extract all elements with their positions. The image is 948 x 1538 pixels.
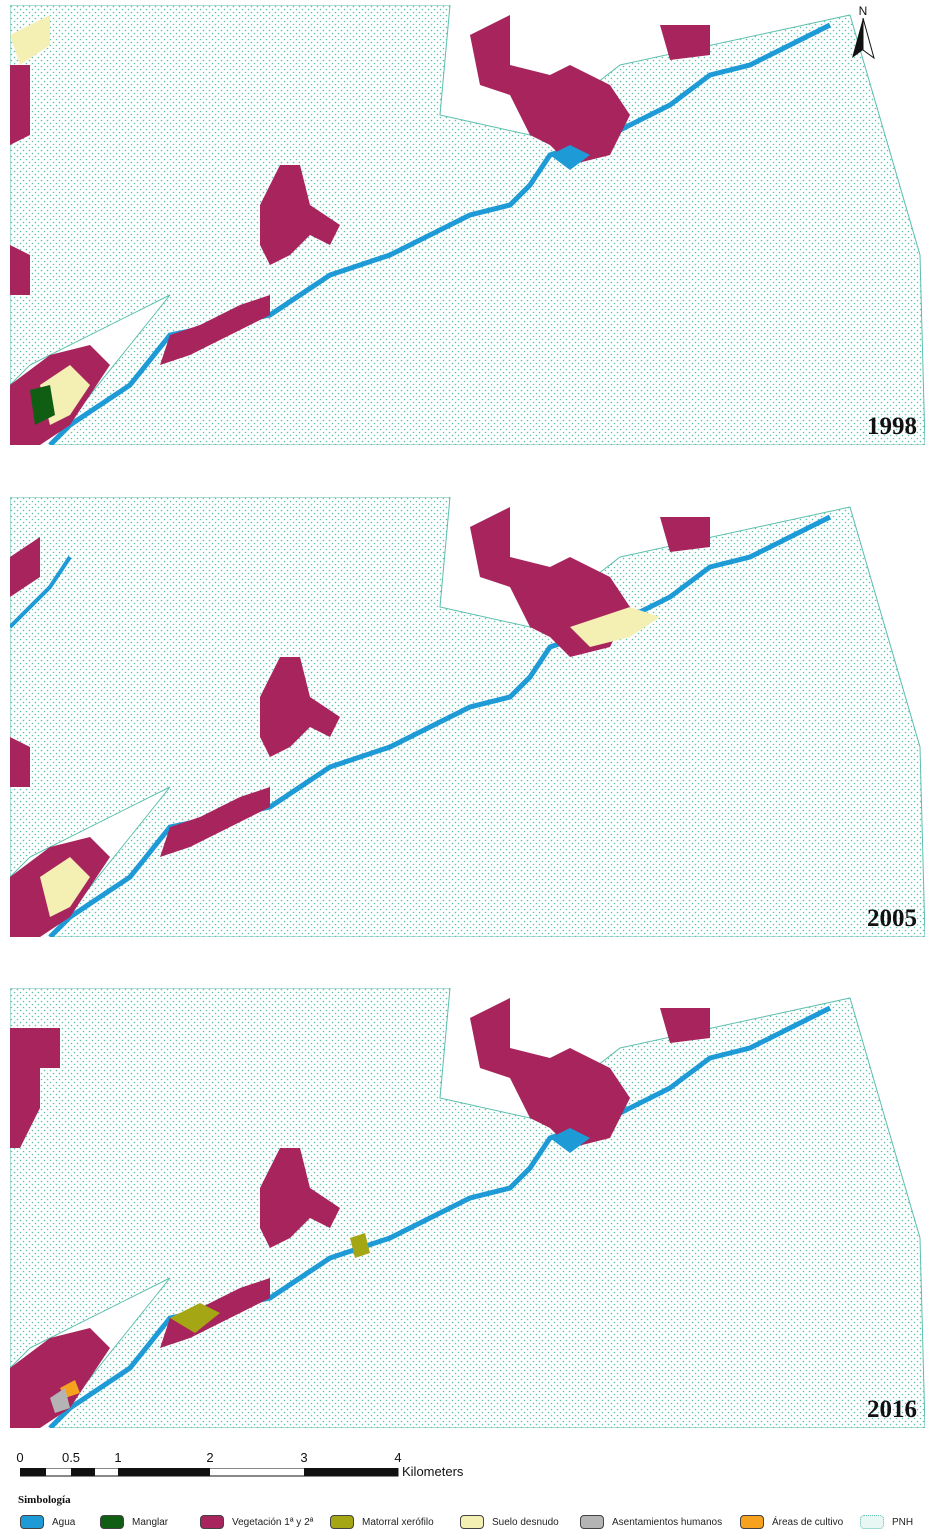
legend-swatch — [20, 1515, 44, 1529]
map-view-2005 — [10, 497, 925, 937]
legend-item: PNH — [860, 1514, 913, 1530]
pnh-area — [10, 5, 925, 445]
legend-label: Suelo desnudo — [492, 1516, 559, 1528]
legend-swatch — [100, 1515, 124, 1529]
north-arrow: N — [848, 4, 878, 60]
vegetation-area — [260, 1148, 340, 1248]
vegetation-area — [660, 25, 710, 60]
bare-soil-area — [570, 607, 660, 647]
vegetation-area — [10, 537, 40, 787]
north-label: N — [858, 4, 868, 18]
map-panel-2016: 2016 — [10, 988, 925, 1428]
year-label: 2005 — [867, 905, 917, 932]
xerophilous-scrub-area — [170, 1233, 370, 1333]
vegetation-area — [660, 517, 710, 552]
legend-item: Vegetación 1ª y 2ª — [200, 1514, 313, 1530]
legend-swatch — [860, 1515, 884, 1529]
legend-label: Asentamientos humanos — [612, 1516, 723, 1528]
legend-label: Agua — [52, 1516, 76, 1528]
legend-swatch — [460, 1515, 484, 1529]
legend-item: Asentamientos humanos — [580, 1514, 722, 1530]
vegetation-area — [470, 15, 630, 165]
scale-tick: 0 — [16, 1450, 24, 1465]
vegetation-area — [260, 657, 340, 757]
legend-swatch — [200, 1515, 224, 1529]
vegetation-area — [660, 1008, 710, 1043]
map-panel-1998: 1998 — [10, 5, 925, 445]
legend-item: Agua — [20, 1514, 75, 1530]
water-area — [550, 1128, 590, 1153]
legend-item: Manglar — [100, 1514, 168, 1530]
pnh-area — [10, 988, 925, 1428]
vegetation-area — [470, 998, 630, 1148]
scale-bar-graphic — [20, 1468, 399, 1477]
legend-swatch — [740, 1515, 764, 1529]
north-arrow-icon — [852, 18, 875, 60]
scale-tick: 3 — [300, 1450, 308, 1465]
legend-item: Áreas de cultivo — [740, 1514, 843, 1530]
scale-tick: 1 — [114, 1450, 122, 1465]
legend-swatch — [330, 1515, 354, 1529]
legend-label: Áreas de cultivo — [772, 1516, 844, 1528]
water-channel — [10, 555, 72, 629]
scale-tick: 0.5 — [61, 1450, 81, 1465]
bare-soil-area — [10, 15, 50, 65]
legend-label: PNH — [892, 1516, 914, 1528]
legend-label: Manglar — [132, 1516, 169, 1528]
vegetation-area — [10, 1328, 110, 1428]
scale-bar: 0 0.5 1 2 3 4 Kilometers — [14, 1450, 494, 1480]
vegetation-area — [10, 65, 30, 295]
map-view-2016 — [10, 988, 925, 1428]
legend: Agua Manglar Vegetación 1ª y 2ª Matorral… — [20, 1514, 945, 1534]
map-panel-2005: 2005 — [10, 497, 925, 937]
year-label: 1998 — [867, 413, 917, 440]
water-area — [550, 145, 590, 170]
vegetation-area — [160, 295, 270, 365]
legend-label: Vegetación 1ª y 2ª — [232, 1516, 314, 1528]
settlement-area — [50, 1388, 70, 1413]
scale-unit: Kilometers — [402, 1464, 464, 1479]
vegetation-area — [470, 507, 630, 657]
scale-tick: 2 — [206, 1450, 214, 1465]
year-label: 2016 — [867, 1396, 917, 1423]
scale-tick: 4 — [394, 1450, 402, 1465]
legend-title: Simbología — [18, 1494, 71, 1506]
vegetation-area — [160, 787, 270, 857]
map-view-1998 — [10, 5, 925, 445]
legend-item: Suelo desnudo — [460, 1514, 559, 1530]
legend-item: Matorral xerófilo — [330, 1514, 434, 1530]
legend-swatch — [580, 1515, 604, 1529]
legend-label: Matorral xerófilo — [362, 1516, 434, 1528]
vegetation-area — [260, 165, 340, 265]
pnh-area — [10, 497, 925, 937]
mangrove-area — [30, 385, 55, 425]
bare-soil-area — [40, 857, 90, 917]
vegetation-area — [10, 1028, 60, 1148]
